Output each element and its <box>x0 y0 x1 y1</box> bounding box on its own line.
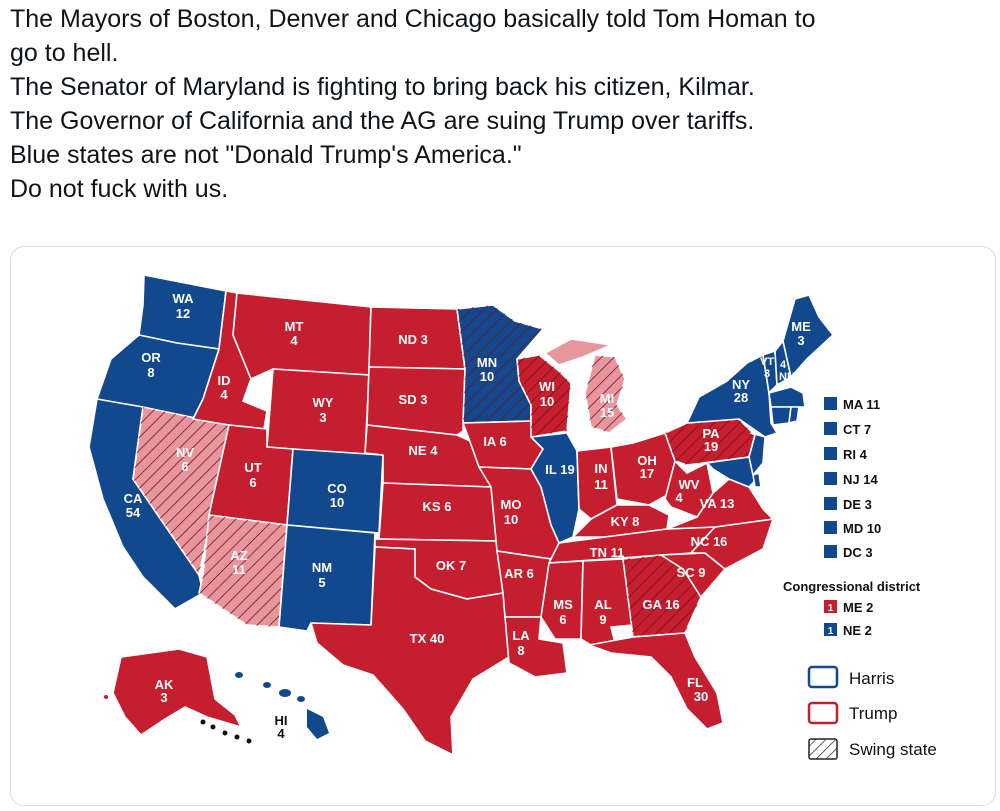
label-ut: UT 6 <box>244 460 261 490</box>
legend-me2: ME 2 <box>843 600 873 615</box>
label-mt: MT 4 <box>285 319 304 348</box>
legend-de: DE 3 <box>843 497 872 512</box>
label-nm: NM 5 <box>312 560 332 590</box>
state-nv-hatch <box>133 407 229 575</box>
state-ct[interactable] <box>770 406 792 426</box>
state-ga-hatch <box>623 555 701 637</box>
label-fl: FL 30 <box>687 675 708 704</box>
label-mi: MI 15 <box>600 391 614 420</box>
label-oh: OH 17 <box>637 453 657 481</box>
state-az-hatch <box>199 515 287 627</box>
label-id: ID 4 <box>218 373 231 402</box>
label-tx: TX 40 <box>410 631 445 646</box>
state-mi-up[interactable] <box>544 338 612 366</box>
label-nc: NC 16 <box>691 534 728 549</box>
label-wa: WA 12 <box>173 291 195 321</box>
label-ar: AR 6 <box>504 566 534 581</box>
electoral-map: WA 12 OR 8 CA 54 NV 6 ID 4 MT 4 WY 3 UT 6 CO 10 A… <box>88 274 937 760</box>
congressional-legend: Congressional district 1 ME 2 1 NE 2 <box>783 579 921 638</box>
label-ga: GA 16 <box>642 597 679 612</box>
state-wi-hatch <box>517 355 571 437</box>
label-in: IN 11 <box>594 461 608 492</box>
post-line: The Governor of California and the AG ar… <box>10 107 755 135</box>
label-wy: WY 3 <box>313 395 334 425</box>
small-states-legend: MA 11 CT 7 RI 4 NJ 14 DE 3 MD 10 DC 3 <box>824 397 881 560</box>
party-legend: Harris Trump Swing state <box>807 665 937 760</box>
label-nh: 4 NH <box>779 359 795 383</box>
legend-ma: MA 11 <box>843 397 880 412</box>
congressional-title: Congressional district <box>783 579 921 594</box>
state-wy[interactable] <box>266 368 370 456</box>
state-fl[interactable] <box>588 632 724 730</box>
state-tx[interactable] <box>310 546 512 756</box>
state-mn-hatch <box>457 305 543 423</box>
label-vt: VT 3 <box>760 356 774 380</box>
label-ne: NE 4 <box>409 443 439 458</box>
label-or: OR 8 <box>141 350 161 380</box>
label-co: CO 10 <box>327 481 347 510</box>
aleutian-islands <box>104 695 252 744</box>
post-line: The Mayors of Boston, Denver and Chicago… <box>10 5 816 33</box>
label-mn: MN 10 <box>477 355 497 384</box>
label-wi: WI 10 <box>539 379 555 409</box>
label-nv: NV 6 <box>176 445 194 474</box>
label-al: AL 9 <box>594 597 611 627</box>
state-ri[interactable] <box>788 406 800 424</box>
state-ms[interactable] <box>540 560 584 640</box>
label-ky: KY 8 <box>611 514 640 529</box>
label-me: ME 3 <box>791 319 811 348</box>
map-image-card[interactable]: WA 12 OR 8 CA 54 NV 6 ID 4 MT 4 WY 3 UT 6 CO 10 A… <box>10 246 996 806</box>
state-me[interactable] <box>782 294 834 378</box>
state-la[interactable] <box>504 616 568 678</box>
hawaii-islands <box>235 672 329 739</box>
legend-swing: Swing state <box>849 740 937 759</box>
state-wv[interactable] <box>664 460 714 518</box>
legend-ne2: NE 2 <box>843 623 872 638</box>
state-pa-hatch <box>665 419 755 465</box>
svg-text:1: 1 <box>828 603 834 614</box>
label-wv: WV 4 <box>675 477 699 505</box>
label-ak: AK 3 <box>155 677 174 705</box>
label-la: LA 8 <box>512 628 530 658</box>
label-ms: MS 6 <box>553 597 573 627</box>
state-ak[interactable] <box>112 648 242 736</box>
state-mi-hatch <box>585 355 627 433</box>
state-ma[interactable] <box>768 386 806 408</box>
label-pa: PA 19 <box>702 426 720 454</box>
label-tn: TN 11 <box>590 545 625 560</box>
post-text: The Mayors of Boston, Denver and Chicago… <box>10 2 995 206</box>
legend-ri: RI 4 <box>843 447 868 462</box>
state-de[interactable] <box>752 472 762 488</box>
label-va: VA 13 <box>700 496 735 511</box>
svg-text:1: 1 <box>828 626 834 637</box>
label-ok: OK 7 <box>436 558 466 573</box>
label-hi: HI 4 <box>275 713 288 741</box>
legend-dc: DC 3 <box>843 545 873 560</box>
state-sd[interactable] <box>366 366 466 436</box>
legend-nj: NJ 14 <box>843 472 878 487</box>
label-ca: CA 54 <box>124 491 143 520</box>
label-nd: ND 3 <box>398 332 428 347</box>
label-ks: KS 6 <box>423 499 452 514</box>
label-ia: IA 6 <box>483 434 506 449</box>
state-nm[interactable] <box>278 524 376 632</box>
label-mo: MO 10 <box>501 497 522 527</box>
label-ny: NY 28 <box>732 377 750 405</box>
legend-ct: CT 7 <box>843 422 871 437</box>
label-il: IL 19 <box>545 462 574 477</box>
label-sd: SD 3 <box>399 392 428 407</box>
legend-harris: Harris <box>849 669 894 688</box>
post-line: Do not fuck with us. <box>10 175 229 203</box>
label-az: AZ 11 <box>230 548 247 577</box>
post-line: Blue states are not "Donald Trump's Amer… <box>10 141 522 169</box>
legend-trump: Trump <box>849 704 898 723</box>
post-line: The Senator of Maryland is fighting to b… <box>10 73 755 101</box>
label-sc: SC 9 <box>677 565 706 580</box>
legend-md: MD 10 <box>843 521 881 536</box>
state-mt[interactable] <box>232 292 372 380</box>
post-line: go to hell. <box>10 39 119 67</box>
